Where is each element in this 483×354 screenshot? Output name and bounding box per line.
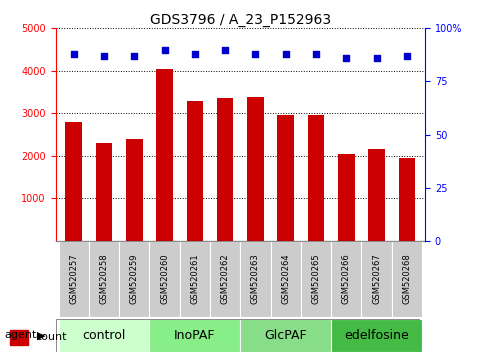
Bar	[361, 241, 392, 317]
Bar	[241, 319, 331, 352]
Bar	[58, 241, 89, 317]
Point	[161, 47, 169, 52]
Point	[70, 51, 78, 57]
Point	[312, 51, 320, 57]
Text: GSM520268: GSM520268	[402, 253, 412, 304]
Bar	[180, 241, 210, 317]
Text: GSM520262: GSM520262	[221, 253, 229, 304]
Text: ▶: ▶	[37, 330, 45, 341]
Bar	[392, 241, 422, 317]
Bar	[156, 69, 173, 241]
Bar	[65, 122, 82, 241]
Bar	[126, 139, 142, 241]
Text: GSM520257: GSM520257	[69, 253, 78, 304]
Bar	[301, 241, 331, 317]
Bar	[247, 97, 264, 241]
Text: GSM520259: GSM520259	[130, 253, 139, 304]
Bar	[398, 158, 415, 241]
Point	[342, 55, 350, 61]
Point	[100, 53, 108, 59]
Text: GSM520265: GSM520265	[312, 253, 321, 304]
Bar	[186, 101, 203, 241]
Bar	[331, 241, 361, 317]
Point	[252, 51, 259, 57]
Point	[282, 51, 290, 57]
Bar	[89, 241, 119, 317]
Text: GSM520260: GSM520260	[160, 253, 169, 304]
Text: agent: agent	[5, 330, 37, 341]
Point	[403, 53, 411, 59]
Bar	[331, 319, 422, 352]
Text: GlcPAF: GlcPAF	[264, 329, 307, 342]
Text: GSM520264: GSM520264	[281, 253, 290, 304]
Text: GSM520267: GSM520267	[372, 253, 381, 304]
Bar	[58, 319, 149, 352]
Bar	[96, 143, 113, 241]
Text: GSM520258: GSM520258	[99, 253, 109, 304]
Text: GSM520261: GSM520261	[190, 253, 199, 304]
Text: control: control	[82, 329, 126, 342]
Bar	[119, 241, 149, 317]
Text: count: count	[36, 332, 67, 342]
Title: GDS3796 / A_23_P152963: GDS3796 / A_23_P152963	[150, 13, 331, 27]
Bar	[149, 319, 241, 352]
Bar	[210, 241, 241, 317]
Point	[191, 51, 199, 57]
Bar	[149, 241, 180, 317]
Bar	[10, 330, 28, 345]
Point	[130, 53, 138, 59]
Bar	[368, 149, 385, 241]
Bar	[217, 98, 233, 241]
Text: edelfosine: edelfosine	[344, 329, 409, 342]
Bar	[270, 241, 301, 317]
Bar	[277, 115, 294, 241]
Bar	[308, 115, 325, 241]
Bar	[338, 154, 355, 241]
Text: GSM520263: GSM520263	[251, 253, 260, 304]
Point	[221, 47, 229, 52]
Text: GSM520266: GSM520266	[342, 253, 351, 304]
Bar	[241, 241, 270, 317]
Text: InoPAF: InoPAF	[174, 329, 215, 342]
Point	[373, 55, 381, 61]
